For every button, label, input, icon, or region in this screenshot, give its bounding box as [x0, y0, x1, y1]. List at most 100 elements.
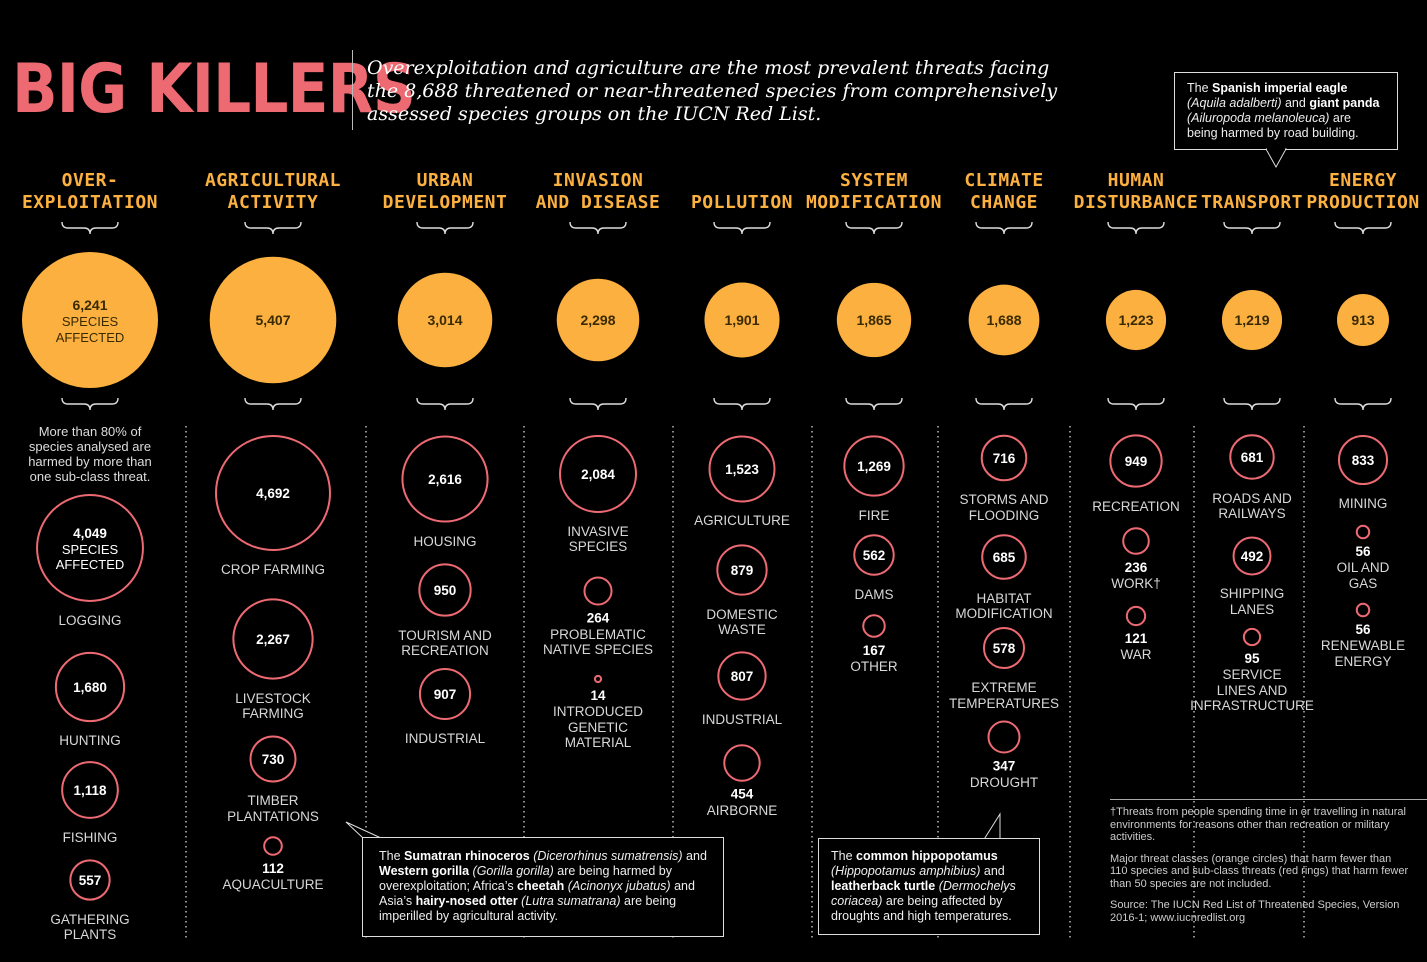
subthreat-label-climate-change-habitat-modification: HABITAT MODIFICATION [955, 590, 1053, 622]
category-brace-lower-agricultural-activity [244, 397, 302, 411]
category-brace-lower-energy-production [1334, 397, 1392, 411]
subthreat-value-invasion-and-disease-problematic-native-species: 264 [587, 611, 610, 626]
category-value-sub-over-exploitation-1: AFFECTED [56, 330, 125, 345]
subthreat-label-system-modification-dams: DAMS [854, 586, 894, 602]
subthreat-label-invasion-and-disease-introduced-genetic-material: INTRODUCED GENETIC MATERIAL [553, 704, 643, 751]
subthreat-label-energy-production-renewable-energy: RENEWABLE ENERGY [1320, 638, 1406, 669]
subthreat-value-energy-production-oil-and-gas: 56 [1355, 544, 1371, 559]
subthreat-value-urban-development-housing: 2,616 [428, 472, 462, 487]
category-title-agricultural-activity: AGRICULTURAL ACTIVITY [204, 170, 342, 213]
subthreat-label-agricultural-activity-timber-plantations: TIMBER PLANTATIONS [227, 793, 319, 824]
category-title-energy-production: ENERGY PRODUCTION [1306, 170, 1420, 213]
subthreat-ring-human-disturbance-recreation [1109, 434, 1163, 488]
category-disc-invasion-and-disease [556, 278, 640, 362]
subthreat-label-over-exploitation-hunting: HUNTING [59, 733, 121, 749]
subthreat-value-agricultural-activity-crop-farming: 4,692 [256, 486, 290, 501]
category-value-invasion-and-disease: 2,298 [580, 312, 615, 328]
subthreat-ring-over-exploitation-gathering-plants [69, 859, 111, 901]
category-brace-urban-development [416, 221, 474, 235]
subthreat-value-climate-change-drought: 347 [993, 759, 1016, 774]
subthreat-value-transport-roads-and-railways: 681 [1241, 450, 1264, 465]
subthreat-label-system-modification-other: OTHER [850, 658, 898, 674]
subthreat-value-energy-production-mining: 833 [1352, 453, 1375, 468]
category-brace-human-disturbance [1107, 221, 1165, 235]
subthreat-value-transport-service-lines-and-infrastructure: 95 [1244, 651, 1260, 666]
subthreat-label-energy-production-mining: MINING [1338, 496, 1388, 512]
title-divider [352, 50, 353, 130]
subthreat-ring-urban-development-housing [401, 435, 489, 523]
category-value-climate-change: 1,688 [986, 312, 1021, 328]
subthreat-ring-climate-change-habitat-modification [981, 534, 1027, 580]
subthreat-ring-pollution-airborne [723, 744, 761, 782]
category-brace-lower-pollution [713, 397, 771, 411]
subthreat-label-urban-development-housing: HOUSING [413, 533, 477, 549]
subthreat-ring-system-modification-fire [843, 435, 905, 497]
subthreat-label-transport-roads-and-railways: ROADS AND RAILWAYS [1212, 490, 1292, 522]
subthreat-value-over-exploitation-fishing: 1,118 [73, 783, 107, 798]
category-title-invasion-and-disease: INVASION AND DISEASE [535, 170, 661, 213]
category-title-transport: TRANSPORT [1200, 192, 1304, 213]
subthreat-value-pollution-domestic-waste: 879 [731, 563, 754, 578]
category-value-system-modification: 1,865 [856, 312, 891, 328]
category-disc-system-modification [836, 282, 912, 358]
category-value-over-exploitation: 6,241 [72, 297, 107, 313]
subthreat-ring-over-exploitation-fishing [61, 761, 119, 819]
category-brace-lower-urban-development [416, 397, 474, 411]
category-disc-agricultural-activity [209, 256, 337, 384]
subthreat-ring-agricultural-activity-aquaculture [263, 836, 283, 856]
rhino-callout: The Sumatran rhinoceros (Dicerorhinus su… [362, 837, 724, 937]
category-disc-pollution [704, 282, 780, 358]
subthreat-label-pollution-industrial: INDUSTRIAL [701, 711, 783, 727]
page-title: BIG KILLERS [12, 50, 416, 129]
subthreat-label-pollution-domestic-waste: DOMESTIC WASTE [706, 606, 778, 638]
category-value-human-disturbance: 1,223 [1118, 312, 1153, 328]
subthreat-label-agricultural-activity-livestock-farming: LIVESTOCK FARMING [235, 690, 311, 722]
subthreat-value-sub-over-exploitation-logging-0: SPECIES [62, 542, 119, 557]
subthreat-ring-transport-roads-and-railways [1229, 434, 1275, 480]
category-brace-pollution [713, 221, 771, 235]
subthreat-value-over-exploitation-hunting: 1,680 [73, 680, 107, 695]
subthreat-value-human-disturbance-war: 121 [1125, 631, 1148, 646]
subthreat-ring-invasion-and-disease-introduced-genetic-material [593, 674, 603, 684]
subthreat-ring-over-exploitation-hunting [54, 651, 126, 723]
subthreat-ring-urban-development-tourism-and-recreation [418, 563, 472, 617]
category-disc-human-disturbance [1105, 289, 1167, 351]
subthreat-value-climate-change-storms-and-flooding: 716 [993, 451, 1016, 466]
subthreat-value-over-exploitation-gathering-plants: 557 [79, 873, 102, 888]
subthreat-ring-agricultural-activity-crop-farming [215, 435, 331, 551]
subthreat-label-urban-development-industrial: INDUSTRIAL [404, 731, 486, 747]
subthreat-ring-agricultural-activity-livestock-farming [232, 598, 314, 680]
subthreat-value-pollution-industrial: 807 [731, 669, 754, 684]
subthreat-label-pollution-agriculture: AGRICULTURE [694, 513, 790, 529]
subthreat-label-over-exploitation-fishing: FISHING [62, 829, 118, 845]
subthreat-ring-climate-change-extreme-temperatures [982, 626, 1026, 670]
subthreat-label-over-exploitation-gathering-plants: GATHERING PLANTS [50, 911, 130, 943]
subthreat-value-system-modification-dams: 562 [863, 548, 886, 563]
category-brace-agricultural-activity [244, 221, 302, 235]
subthreat-value-pollution-airborne: 454 [731, 787, 754, 802]
subthreat-value-over-exploitation-logging: 4,049 [73, 526, 107, 541]
subthreat-label-transport-service-lines-and-infrastructure: SERVICE LINES AND INFRASTRUCTURE [1190, 667, 1314, 714]
subthreat-ring-urban-development-industrial [418, 667, 472, 721]
footnote-method: Major threat classes (orange circles) th… [1110, 852, 1409, 890]
subthreat-label-system-modification-fire: FIRE [858, 507, 890, 523]
category-value-transport: 1,219 [1234, 312, 1269, 328]
subthreat-label-transport-shipping-lanes: SHIPPING LANES [1219, 586, 1285, 617]
category-brace-lower-invasion-and-disease [569, 397, 627, 411]
subthreat-ring-transport-shipping-lanes [1232, 536, 1272, 576]
category-brace-invasion-and-disease [569, 221, 627, 235]
footnotes: †Threats from people spending time in or… [1110, 806, 1410, 933]
subthreat-value-system-modification-other: 167 [863, 643, 886, 658]
subthreat-label-over-exploitation-logging: LOGGING [58, 612, 122, 628]
subthreat-value-climate-change-extreme-temperatures: 578 [993, 641, 1016, 656]
subthreat-value-agricultural-activity-livestock-farming: 2,267 [256, 632, 290, 647]
subthreat-ring-human-disturbance-war [1125, 605, 1147, 627]
subthreat-label-agricultural-activity-aquaculture: AQUACULTURE [222, 876, 324, 892]
subthreat-ring-transport-service-lines-and-infrastructure [1242, 627, 1262, 647]
subthreat-ring-invasion-and-disease-invasive-species [559, 435, 637, 513]
subthreat-label-urban-development-tourism-and-recreation: TOURISM AND RECREATION [398, 627, 492, 659]
category-brace-lower-human-disturbance [1107, 397, 1165, 411]
subthreat-label-invasion-and-disease-problematic-native-species: PROBLEMATIC NATIVE SPECIES [542, 626, 654, 658]
category-disc-transport [1221, 289, 1283, 351]
